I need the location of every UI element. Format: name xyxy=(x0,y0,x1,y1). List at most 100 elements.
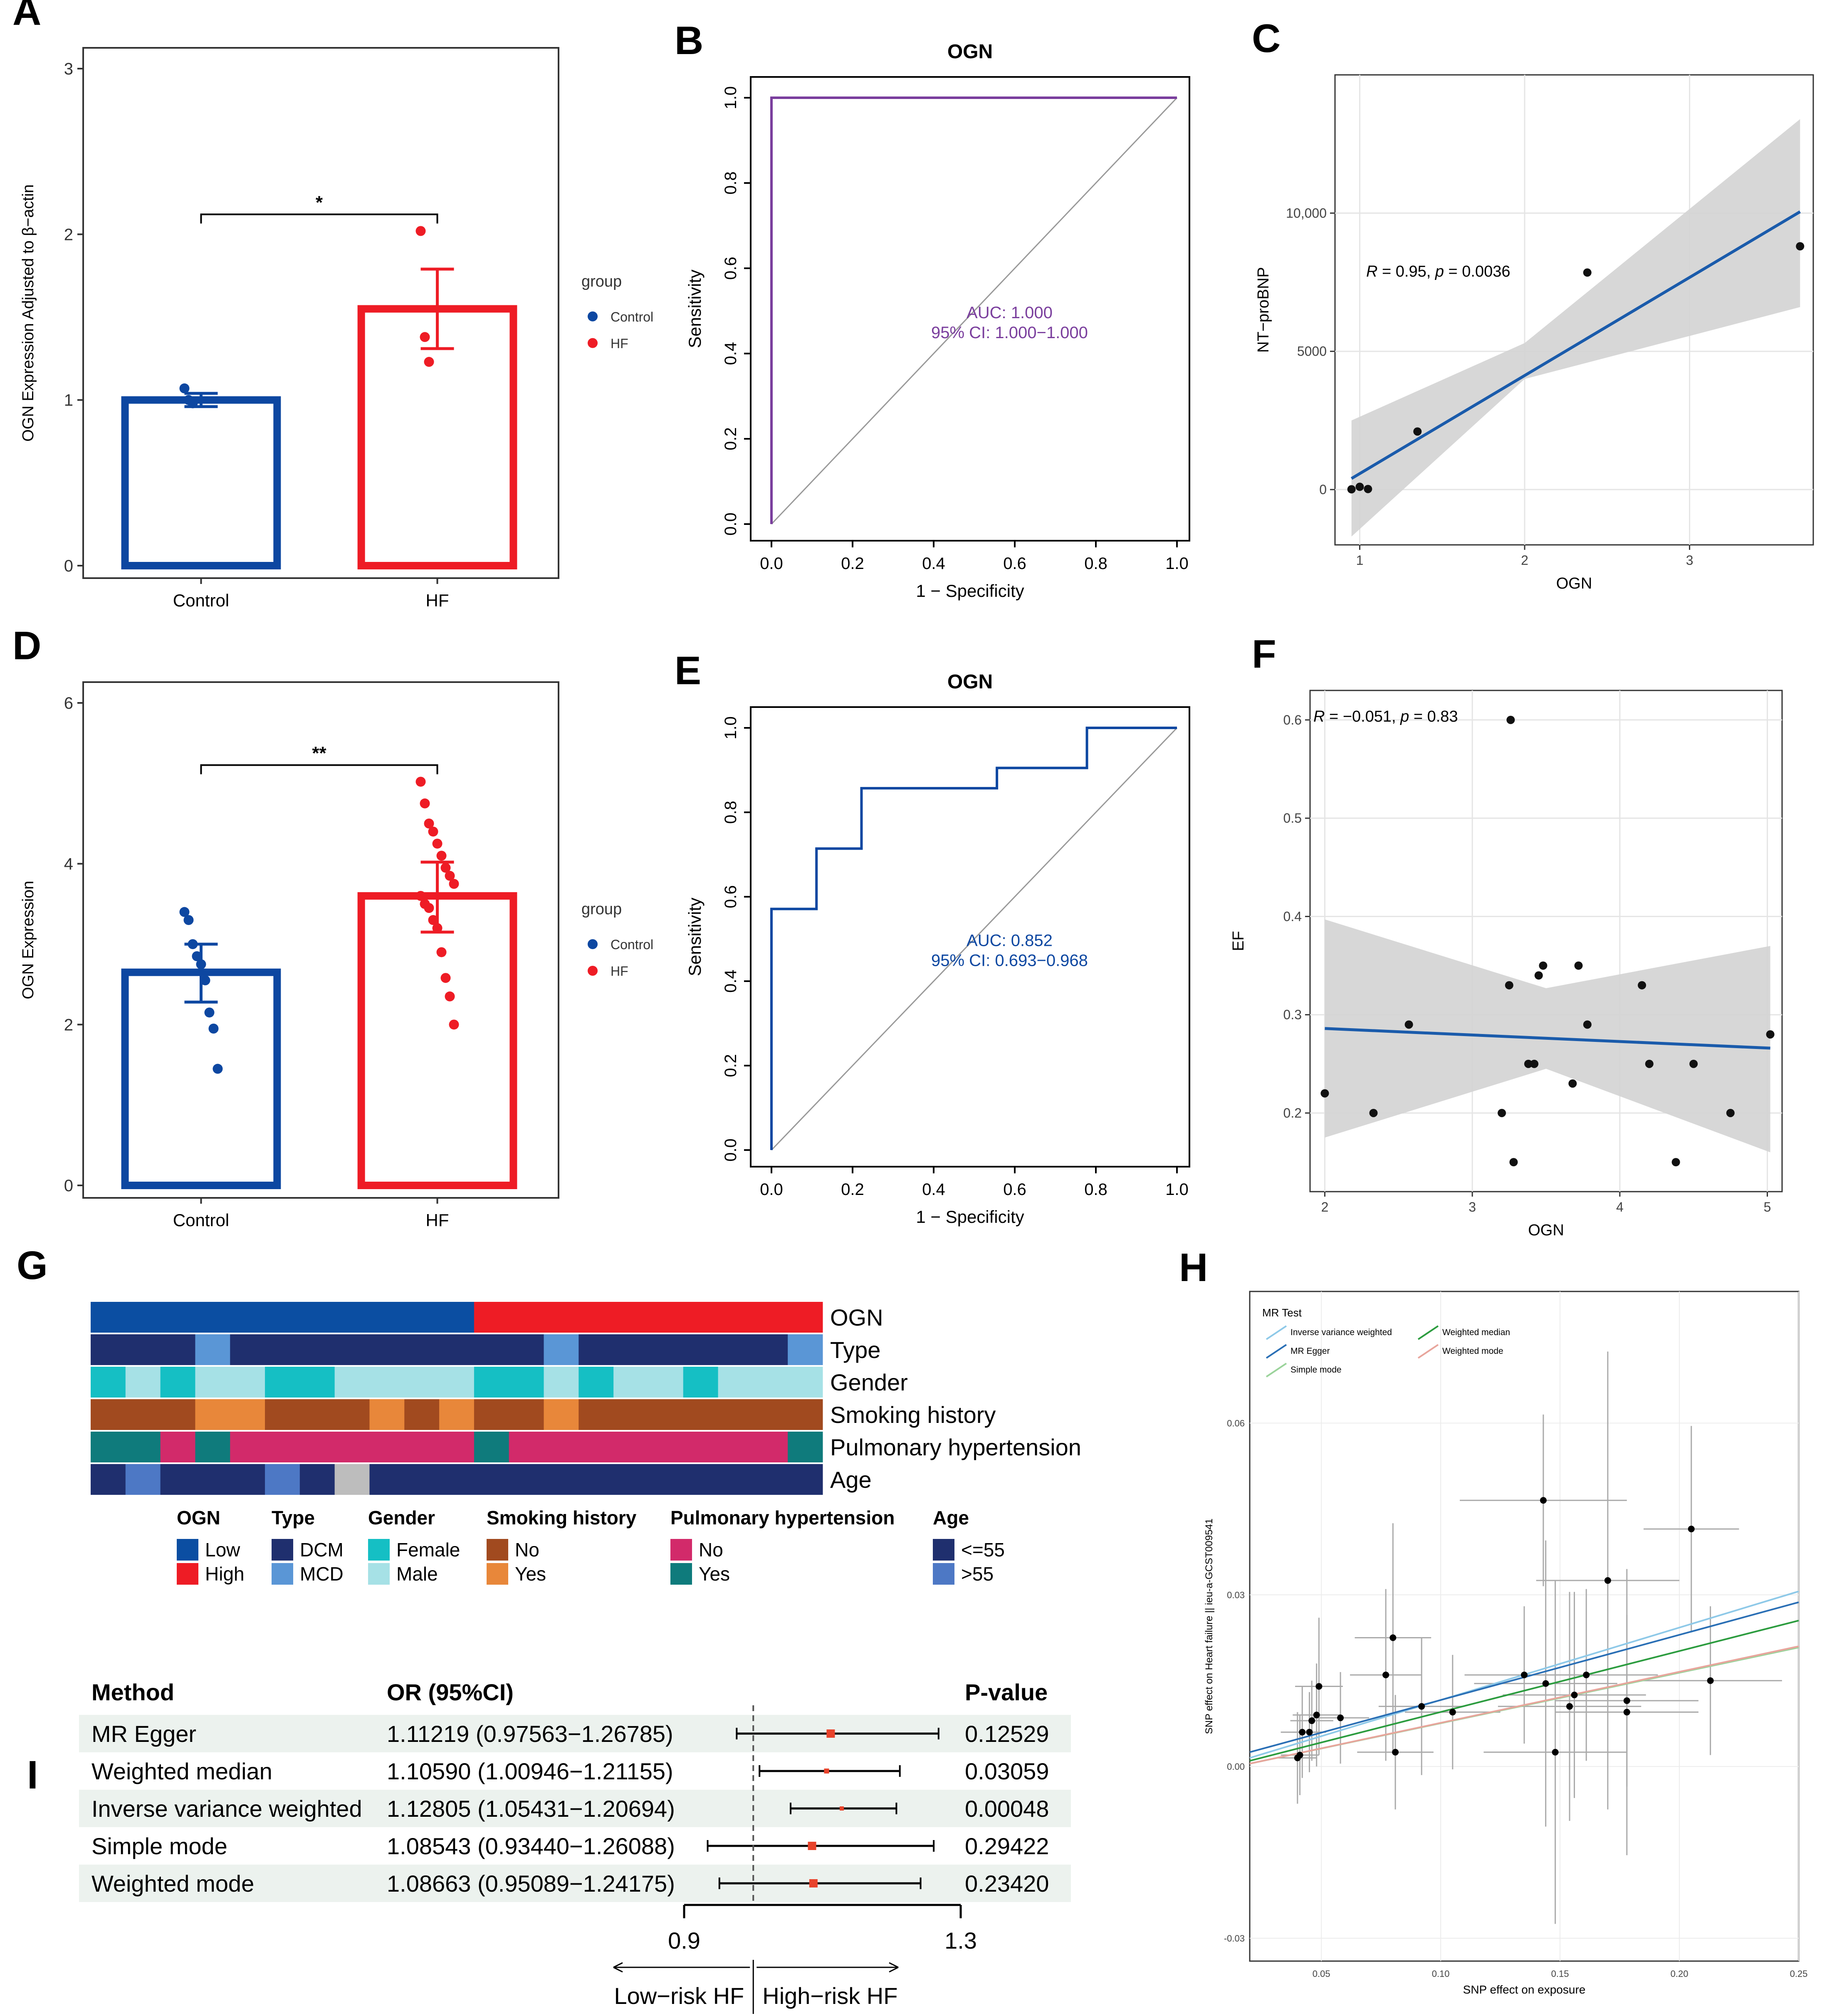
data-point xyxy=(1315,1683,1323,1690)
heatmap-cell xyxy=(334,1432,370,1462)
data-point xyxy=(1505,981,1513,989)
heatmap-cell xyxy=(125,1334,161,1365)
legend-title: MR Test xyxy=(1262,1306,1302,1319)
heatmap-cell xyxy=(613,1367,649,1398)
panel-letter: C xyxy=(1252,16,1281,61)
heatmap-cell xyxy=(299,1302,335,1333)
data-point xyxy=(432,839,443,849)
data-point xyxy=(1583,268,1592,277)
heatmap-cell xyxy=(544,1334,579,1365)
heatmap-cell xyxy=(788,1432,823,1462)
heatmap-cell xyxy=(439,1302,475,1333)
heatmap-cell xyxy=(125,1302,161,1333)
legend-label: Simple mode xyxy=(1290,1365,1342,1375)
x-tick-label: 1.0 xyxy=(1165,1180,1189,1199)
heatmap-cell xyxy=(648,1432,684,1462)
x-axis-label: 1 − Specificity xyxy=(916,581,1024,601)
table-header: P-value xyxy=(965,1679,1048,1705)
x-tick-label: 0.05 xyxy=(1313,1969,1330,1979)
heatmap-cell xyxy=(788,1334,823,1365)
y-tick-label: -0.03 xyxy=(1224,1933,1245,1944)
data-point xyxy=(179,383,190,393)
heatmap-cell xyxy=(369,1432,405,1462)
confidence-band xyxy=(1351,119,1800,537)
estimate-box xyxy=(840,1806,844,1811)
significance-bracket xyxy=(200,213,438,224)
heatmap-cell xyxy=(125,1367,161,1398)
data-point xyxy=(188,398,198,408)
stat-part: = 0.0036 xyxy=(1444,263,1511,280)
data-point xyxy=(1566,1703,1573,1710)
panel-letter: A xyxy=(12,0,41,34)
or-label: 1.11219 (0.97563−1.26785) xyxy=(387,1721,673,1747)
x-axis-label: OGN xyxy=(1556,575,1592,592)
heatmap-cell xyxy=(753,1367,788,1398)
method-label: Weighted median xyxy=(91,1758,272,1784)
data-point xyxy=(449,1019,459,1030)
data-point xyxy=(424,903,434,913)
y-tick-label: 0.4 xyxy=(1283,909,1302,924)
legend-title: group xyxy=(581,273,622,290)
data-point xyxy=(445,871,455,881)
method-label: Weighted mode xyxy=(91,1870,254,1897)
legend-label: Control xyxy=(611,309,653,324)
heatmap-cell xyxy=(474,1334,509,1365)
method-label: Inverse variance weighted xyxy=(91,1796,362,1822)
legend-label: Male xyxy=(396,1563,438,1585)
heatmap-cell xyxy=(648,1399,684,1430)
x-tick-label: 0.20 xyxy=(1671,1969,1689,1979)
data-point xyxy=(1623,1697,1630,1704)
data-point xyxy=(420,332,430,342)
bar-control xyxy=(121,968,281,1190)
heatmap-cell xyxy=(788,1399,823,1430)
heatmap-cell xyxy=(544,1432,579,1462)
y-tick-label: 0.8 xyxy=(722,171,740,195)
heatmap-cell xyxy=(718,1399,753,1430)
or-label: 1.10590 (1.00946−1.21155) xyxy=(387,1758,673,1784)
heatmap-cell xyxy=(578,1367,614,1398)
y-tick-label: 0.2 xyxy=(722,1054,740,1077)
heatmap-cell xyxy=(613,1464,649,1495)
heatmap-cell xyxy=(334,1399,370,1430)
data-point xyxy=(1418,1703,1425,1710)
y-tick-label: 6 xyxy=(64,694,73,712)
plot-frame xyxy=(82,47,559,579)
estimate-box xyxy=(826,1729,835,1738)
data-point xyxy=(1364,485,1372,493)
data-point xyxy=(1506,715,1515,724)
y-tick-label: 0.0 xyxy=(722,512,740,536)
data-point xyxy=(424,357,434,367)
legend-key xyxy=(1266,1363,1287,1378)
regression-line xyxy=(1350,210,1801,480)
y-tick-label: 0.0 xyxy=(722,1138,740,1162)
heatmap-cell xyxy=(91,1399,126,1430)
data-point xyxy=(415,891,426,901)
method-label: Simple mode xyxy=(91,1833,227,1859)
y-tick-label: 0 xyxy=(64,1177,73,1195)
heatmap-cell xyxy=(788,1367,823,1398)
heatmap-cell xyxy=(195,1334,230,1365)
y-tick-label: 0.00 xyxy=(1227,1761,1245,1772)
heatmap-cell xyxy=(509,1367,544,1398)
heatmap-cell xyxy=(160,1399,195,1430)
data-point xyxy=(183,915,194,925)
data-point xyxy=(436,947,447,957)
heatmap-cell xyxy=(230,1302,265,1333)
legend-title: Age xyxy=(933,1507,969,1529)
legend-dot xyxy=(588,966,598,976)
heatmap-cell xyxy=(125,1464,161,1495)
y-tick-label: 0.6 xyxy=(722,257,740,280)
estimate-box xyxy=(809,1879,818,1887)
heatmap-cell xyxy=(509,1334,544,1365)
heatmap-cell xyxy=(195,1432,230,1462)
data-point xyxy=(1638,981,1646,989)
x-tick-label: 0.6 xyxy=(1003,554,1026,573)
heatmap-cell xyxy=(509,1399,544,1430)
legend-swatch xyxy=(670,1563,692,1585)
confidence-band xyxy=(1325,919,1770,1153)
heatmap-cell xyxy=(91,1432,126,1462)
y-tick-label: 0 xyxy=(64,557,73,575)
heatmap-cell xyxy=(91,1464,126,1495)
arrow-head xyxy=(889,1962,899,1973)
